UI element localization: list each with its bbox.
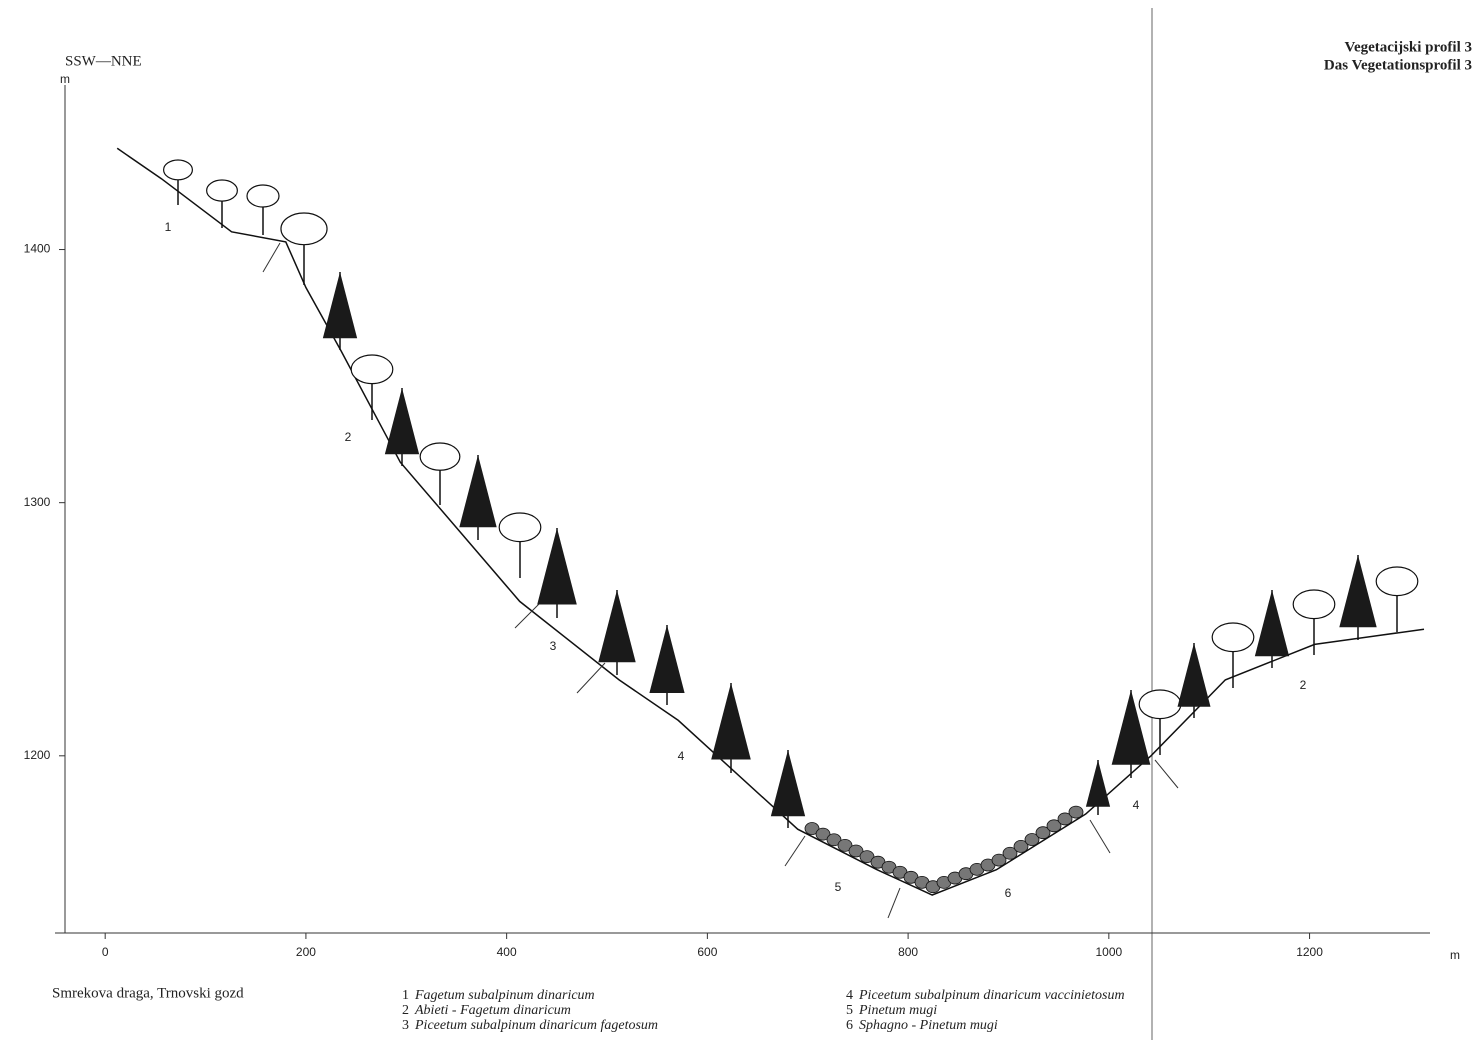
conifer [711,683,751,760]
legend-name: Pinetum mugi [858,1003,937,1018]
scrub [991,853,1007,867]
scrub [804,822,820,835]
x-tick-label: 800 [898,945,918,959]
subtitle: Das Vegetationsprofil 3 [1324,57,1472,73]
broadleaf [1211,622,1255,653]
legend-number: 3 [402,1018,409,1033]
y-tick-label: 1300 [24,495,51,509]
zone-boundary [262,242,281,273]
conifer [770,750,806,817]
zone-label: 5 [835,880,842,894]
zone-boundary [576,662,606,694]
broadleaf [498,512,542,543]
y-tick-label: 1200 [24,748,51,762]
x-tick-label: 0 [102,945,109,959]
legend-number: 4 [846,988,853,1003]
zone-label: 2 [1300,678,1307,692]
broadleaf [1375,566,1419,597]
chart-title: SSW—NNE [65,53,142,69]
x-axis-label: m [1450,948,1460,962]
scrub [1068,805,1084,819]
legend-entry: 2 Abieti - Fagetum dinaricum [402,1003,571,1018]
legend-name: Piceetum subalpinum dinaricum vaccinieto… [858,988,1125,1003]
zone-label: 4 [1133,798,1140,812]
scrub [1013,839,1029,853]
scrub [848,844,864,858]
scrub [1057,812,1073,826]
broadleaf [1292,589,1336,620]
conifer [1177,643,1211,707]
zone-label: 2 [345,430,352,444]
scrub [815,827,831,841]
zone-label: 3 [550,639,557,653]
broadleaf [206,179,238,202]
terrain-profile [116,147,1425,896]
scrub [1024,833,1040,846]
legend-name: Piceetum subalpinum dinaricum fagetosum [414,1018,658,1033]
conifer [1254,590,1290,657]
x-tick-label: 600 [697,945,717,959]
zone-boundary [887,887,901,919]
scrub [1002,846,1018,860]
conifer [384,388,420,455]
legend-number: 2 [402,1003,409,1018]
conifer [459,455,497,528]
legend-number: 5 [846,1003,853,1018]
vegetation [163,159,1419,894]
zone-label: 1 [165,220,172,234]
legend-name: Sphagno - Pinetum mugi [859,1018,998,1033]
scrub [1046,819,1062,833]
caption: Smrekova draga, Trnovski gozd [52,985,244,1001]
conifer [537,528,577,605]
x-tick-label: 1000 [1095,945,1122,959]
legend-entry: 4 Piceetum subalpinum dinaricum vacciniet… [846,988,1125,1003]
conifer [1085,760,1111,807]
legend-entry: 5 Pinetum mugi [846,1003,937,1018]
zone-label: 4 [678,749,685,763]
zone-label: 6 [1005,886,1012,900]
legend-entry: 6 Sphagno - Pinetum mugi [846,1018,998,1033]
legend-entry: 3 Piceetum subalpinum dinaricum fagetosum [402,1018,658,1033]
conifer [322,272,358,339]
scrub [837,838,853,852]
broadleaf [280,212,328,246]
conifer [598,590,636,663]
y-tick-label: 1400 [24,242,51,256]
conifer [1339,555,1377,628]
broadleaf [163,159,194,181]
subtitle: Vegetacijski profil 3 [1345,39,1473,55]
conifer [649,625,685,693]
legend-name: Abieti - Fagetum dinaricum [414,1003,571,1018]
zone-boundary [1089,819,1111,854]
zone-boundary [784,835,806,867]
scrub [826,833,842,847]
x-tick-label: 200 [296,945,316,959]
zone-boundary [1154,759,1179,789]
x-tick-label: 1200 [1296,945,1323,959]
broadleaf [246,184,280,208]
legend-number: 1 [402,988,409,1003]
y-axis-label: m [60,72,70,86]
scrub [1035,826,1051,840]
scrub [859,850,875,864]
legend-number: 6 [846,1018,853,1033]
legend-name: Fagetum subalpinum dinaricum [414,988,595,1003]
broadleaf [1138,689,1182,720]
broadleaf [350,354,394,385]
legend-entry: 1 Fagetum subalpinum dinaricum [402,988,595,1003]
x-tick-label: 400 [497,945,517,959]
broadleaf [419,442,461,471]
conifer [1111,690,1151,765]
